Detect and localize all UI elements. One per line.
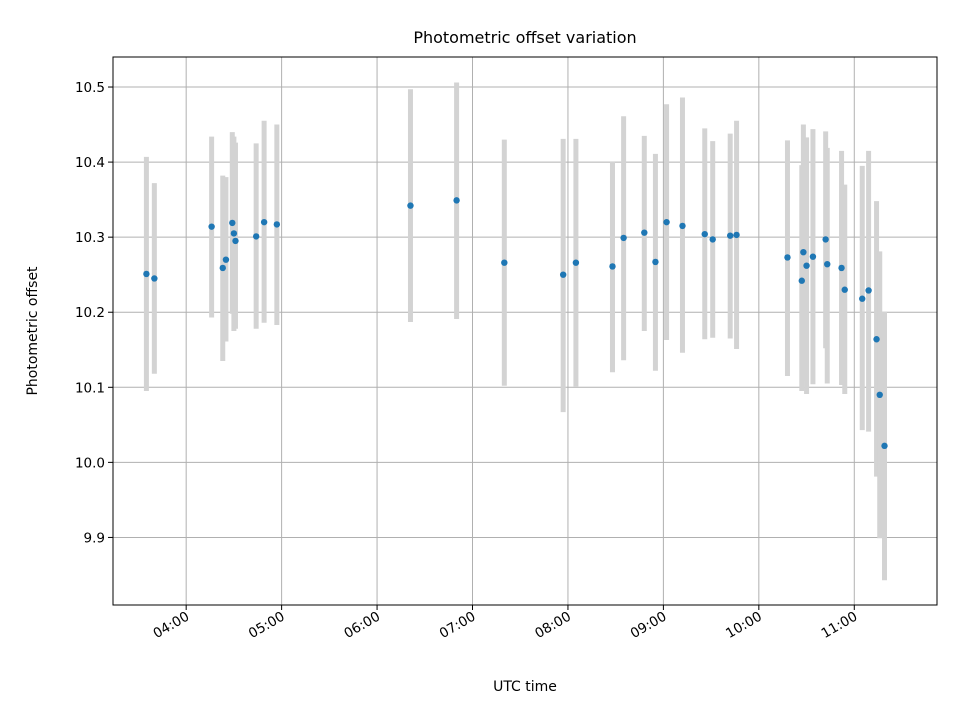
data-point [453,197,460,204]
data-points [143,197,888,450]
data-point [151,275,158,282]
data-point [838,264,845,272]
data-point [559,271,567,278]
data-point [609,263,616,270]
data-point [679,222,686,230]
data-point [260,218,268,226]
data-point [232,237,239,245]
data-point [841,286,848,293]
data-point [803,262,810,269]
y-tick-label: 10.4 [75,155,105,171]
data-point [881,442,888,450]
data-point [273,221,281,228]
y-tick-label: 10.1 [75,380,105,396]
data-point [701,230,708,238]
data-point [822,236,829,243]
chart-title: Photometric offset variation [413,28,636,47]
data-point [620,234,627,242]
y-tick-label: 10.0 [75,455,105,471]
data-point [663,218,670,226]
data-point [572,259,580,266]
data-point [824,260,831,268]
data-point [800,248,807,256]
data-point [865,287,872,294]
data-point [143,270,150,278]
data-point [859,295,866,302]
data-point [208,223,215,230]
data-point [709,236,716,243]
data-point [229,219,236,227]
y-tick-label: 10.2 [75,305,105,321]
data-point [641,229,648,236]
data-point [727,232,734,239]
data-point [652,258,659,266]
data-point [219,264,226,272]
y-tick-label: 9.9 [84,530,105,546]
data-point [798,277,805,284]
data-point [501,259,508,266]
data-point [222,256,230,263]
data-point [252,233,260,240]
data-point [733,231,740,239]
y-tick-label: 10.3 [75,230,105,246]
data-point [809,253,817,260]
data-point [873,336,880,343]
y-tick-label: 10.5 [75,80,105,96]
data-point [230,230,238,237]
x-axis-label: UTC time [493,679,557,695]
y-axis-label: Photometric offset [25,266,41,396]
data-point [407,202,414,209]
data-point [784,254,791,261]
data-point [876,391,883,399]
plot-area-frame [112,56,938,606]
